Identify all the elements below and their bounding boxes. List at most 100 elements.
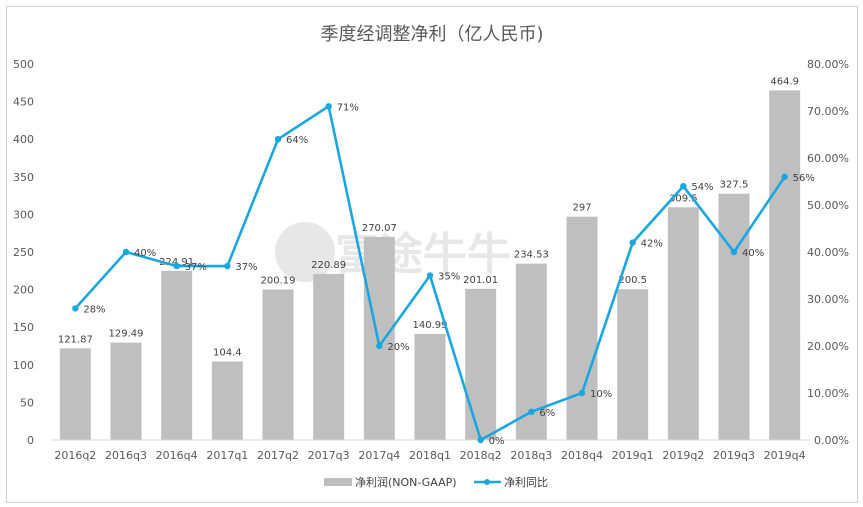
left-tick-200: 200 [13, 284, 34, 297]
legend-label-line: 净利同比 [504, 475, 548, 489]
bar-label-2018q2: 201.01 [463, 275, 498, 286]
bar-label-2016q4: 224.91 [159, 257, 194, 268]
bar-label-2019q4: 464.9 [770, 76, 799, 87]
bar-label-2018q4: 297 [572, 203, 591, 214]
left-tick-450: 450 [13, 96, 34, 109]
bar-2018q4 [566, 216, 598, 440]
left-tick-300: 300 [13, 208, 34, 221]
bar-2017q1 [211, 361, 243, 440]
left-tick-50: 50 [20, 396, 34, 409]
bar-label-2016q3: 129.49 [109, 329, 144, 340]
x-tick-2019q4: 2019q4 [764, 449, 806, 462]
line-point-2017q3 [325, 103, 332, 110]
line-label-2017q3: 71% [337, 102, 359, 113]
line-label-2018q2: 0% [489, 436, 505, 447]
bar-2018q1 [414, 333, 446, 440]
bar-2019q2 [667, 207, 699, 440]
line-point-2018q3 [528, 408, 535, 415]
line-point-2018q4 [578, 389, 586, 397]
line-point-2019q1 [629, 239, 636, 246]
left-tick-0: 0 [27, 434, 34, 447]
bar-label-2016q2: 121.87 [58, 334, 93, 345]
right-tick-70.00%: 70.00% [807, 105, 849, 118]
x-tick-2018q4: 2018q4 [561, 449, 603, 462]
x-tick-2016q2: 2016q2 [54, 449, 96, 462]
line-label-2017q4: 20% [387, 342, 409, 353]
line-point-2016q3 [122, 248, 130, 256]
x-tick-2018q1: 2018q1 [409, 449, 451, 462]
line-point-2019q4 [781, 173, 788, 180]
bar-2016q2 [59, 348, 91, 440]
line-point-2016q4 [173, 262, 180, 270]
line-label-2017q2: 64% [286, 135, 308, 146]
line-label-2019q2: 54% [691, 182, 713, 193]
line-point-2018q2 [477, 436, 484, 444]
legend-marker-line [484, 479, 490, 485]
chart-title: 季度经调整净利（亿人民币) [320, 24, 543, 45]
x-tick-2019q3: 2019q3 [713, 449, 755, 462]
bar-2016q4 [161, 270, 193, 440]
bar-2019q1 [617, 289, 649, 440]
right-tick-10.00%: 10.00% [807, 387, 849, 400]
bar-data-labels: 121.87 129.49 224.91 104.4 200.19 220.89 270.0… [58, 76, 799, 358]
line-label-2019q1: 42% [641, 239, 663, 250]
right-tick-40.00%: 40.00% [807, 246, 849, 259]
right-tick-80.00%: 80.00% [807, 58, 849, 71]
bar-label-2019q3: 327.5 [720, 180, 749, 191]
x-tick-2019q2: 2019q2 [662, 449, 704, 462]
chart-svg: 季度经调整净利（亿人民币) 富途牛牛 121.87 129.49 224.91 104… [13, 24, 849, 489]
watermark-text: 富途牛牛 [335, 229, 511, 280]
legend-swatch-bar [324, 478, 352, 486]
bar-2017q3 [313, 273, 345, 440]
right-tick-50.00%: 50.00% [807, 199, 849, 212]
left-tick-350: 350 [13, 171, 34, 184]
bar-label-2018q1: 140.99 [413, 320, 448, 331]
legend: 净利润(NON-GAAP) 净利同比 [324, 475, 548, 489]
x-tick-2019q1: 2019q1 [612, 449, 654, 462]
bar-label-2019q2: 309.5 [669, 193, 698, 204]
bar-label-2017q4: 270.07 [362, 223, 397, 234]
left-tick-150: 150 [13, 321, 34, 334]
bar-label-2017q2: 200.19 [261, 275, 296, 286]
line-label-2018q4: 10% [590, 389, 612, 400]
right-axis-ticks: 0.00% 10.00% 20.00% 30.00% 40.00% 50.00% 60.00… [807, 58, 849, 447]
line-series: 28% 40% 37% 37% 64% 71% 20% 35% 0% 6% 10% 42% 54% 40%… [72, 102, 815, 447]
left-axis-ticks: 0 50 100 150 200 250 300 350 400 450 500 [13, 58, 34, 447]
x-tick-2018q2: 2018q2 [460, 449, 502, 462]
line-label-2016q2: 28% [83, 304, 105, 315]
x-tick-2017q1: 2017q1 [206, 449, 248, 462]
bar-label-2017q1: 104.4 [213, 347, 242, 358]
line-label-2017q1: 37% [235, 262, 257, 273]
line-point-2017q2 [274, 136, 282, 143]
x-tick-2016q3: 2016q3 [105, 449, 147, 462]
x-tick-2017q3: 2017q3 [308, 449, 350, 462]
line-label-2019q3: 40% [742, 248, 764, 259]
bar-2016q3 [110, 342, 142, 440]
left-tick-250: 250 [13, 246, 34, 259]
bar-2019q3 [718, 193, 750, 440]
chart-frame: 季度经调整净利（亿人民币) 富途牛牛 121.87 129.49 224.91 104… [6, 6, 858, 503]
bar-2017q2 [262, 289, 294, 440]
line-label-2016q4: 37% [185, 262, 207, 273]
left-tick-400: 400 [13, 133, 34, 146]
x-tick-2017q2: 2017q2 [257, 449, 299, 462]
line-point-2017q4 [376, 342, 383, 350]
line-point-2016q2 [72, 305, 79, 312]
bar-2019q4 [769, 90, 801, 440]
line-label-2018q1: 35% [438, 272, 460, 283]
x-axis-ticks: 2016q2 2016q3 2016q4 2017q1 2017q2 2017q3 2017… [54, 449, 805, 462]
line-label-2019q4: 56% [793, 173, 815, 184]
bar-2018q2 [465, 288, 497, 440]
legend-label-bar: 净利润(NON-GAAP) [355, 475, 457, 489]
line-label-2016q3: 40% [134, 248, 156, 259]
right-tick-20.00%: 20.00% [807, 340, 849, 353]
bar-label-2018q3: 234.53 [514, 250, 549, 261]
right-tick-0.00%: 0.00% [814, 434, 849, 447]
x-tick-2017q4: 2017q4 [358, 449, 400, 462]
line-point-2017q1 [224, 262, 231, 270]
bar-series [59, 90, 801, 440]
right-tick-60.00%: 60.00% [807, 152, 849, 165]
bar-2017q4 [363, 236, 395, 440]
bar-label-2019q1: 200.5 [618, 275, 647, 286]
x-tick-2018q3: 2018q3 [510, 449, 552, 462]
